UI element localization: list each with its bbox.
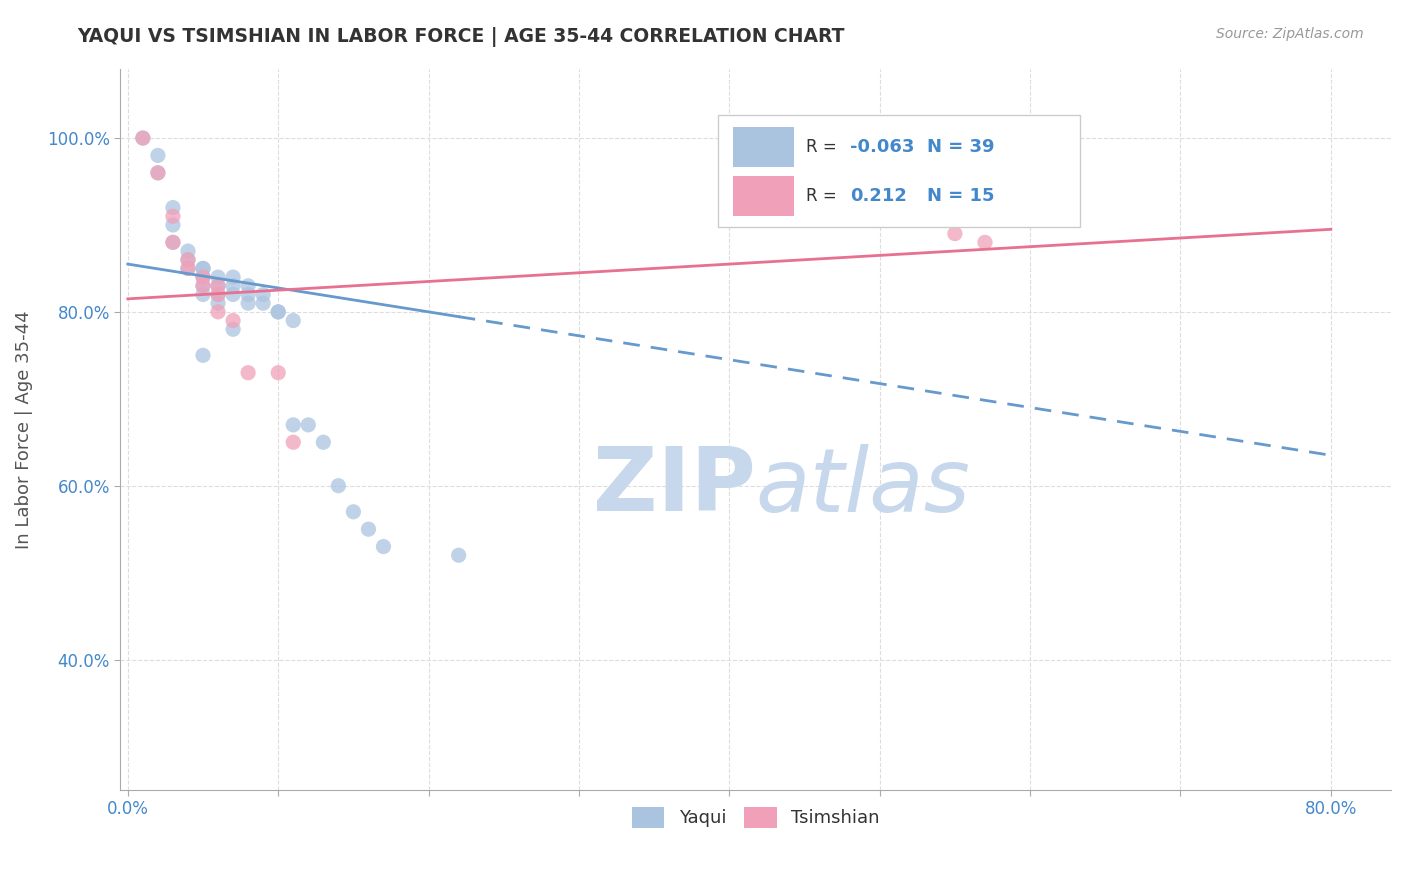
- Text: N = 15: N = 15: [927, 187, 994, 205]
- Point: [236, 296, 259, 310]
- FancyBboxPatch shape: [717, 115, 1080, 227]
- Point: [222, 278, 245, 293]
- Point: [132, 131, 155, 145]
- Point: [252, 287, 274, 301]
- Point: [357, 522, 380, 536]
- Y-axis label: In Labor Force | Age 35-44: In Labor Force | Age 35-44: [15, 310, 32, 549]
- Text: Source: ZipAtlas.com: Source: ZipAtlas.com: [1216, 27, 1364, 41]
- Point: [177, 252, 200, 267]
- Point: [252, 296, 274, 310]
- Point: [312, 435, 335, 450]
- Text: ZIP: ZIP: [593, 443, 755, 531]
- Point: [162, 218, 184, 232]
- Point: [146, 166, 169, 180]
- Point: [207, 278, 229, 293]
- Text: R =: R =: [807, 187, 842, 205]
- Point: [177, 261, 200, 276]
- Bar: [733, 176, 794, 216]
- Point: [943, 227, 966, 241]
- Text: atlas: atlas: [755, 444, 970, 530]
- Point: [146, 148, 169, 162]
- Point: [283, 417, 305, 432]
- Point: [177, 252, 200, 267]
- Point: [267, 305, 290, 319]
- Point: [222, 287, 245, 301]
- Point: [191, 261, 214, 276]
- Point: [207, 270, 229, 285]
- Point: [328, 479, 350, 493]
- Point: [222, 322, 245, 336]
- Point: [207, 305, 229, 319]
- Point: [191, 270, 214, 285]
- Point: [267, 305, 290, 319]
- Point: [191, 278, 214, 293]
- Text: R =: R =: [807, 137, 842, 156]
- Text: 0.212: 0.212: [849, 187, 907, 205]
- Point: [236, 366, 259, 380]
- Point: [191, 278, 214, 293]
- Point: [342, 505, 364, 519]
- Point: [191, 348, 214, 362]
- Point: [373, 540, 395, 554]
- Point: [236, 278, 259, 293]
- Point: [191, 261, 214, 276]
- Point: [267, 366, 290, 380]
- Point: [297, 417, 319, 432]
- Point: [974, 235, 997, 250]
- Point: [222, 270, 245, 285]
- Point: [146, 166, 169, 180]
- Point: [177, 261, 200, 276]
- Point: [207, 278, 229, 293]
- Point: [162, 209, 184, 223]
- Point: [222, 313, 245, 327]
- Point: [283, 313, 305, 327]
- Point: [236, 287, 259, 301]
- Point: [177, 244, 200, 258]
- Point: [207, 287, 229, 301]
- Point: [191, 270, 214, 285]
- Bar: [733, 127, 794, 167]
- Point: [162, 201, 184, 215]
- Point: [162, 235, 184, 250]
- Text: N = 39: N = 39: [927, 137, 994, 156]
- Text: YAQUI VS TSIMSHIAN IN LABOR FORCE | AGE 35-44 CORRELATION CHART: YAQUI VS TSIMSHIAN IN LABOR FORCE | AGE …: [77, 27, 845, 46]
- Point: [132, 131, 155, 145]
- Text: -0.063: -0.063: [849, 137, 914, 156]
- Point: [283, 435, 305, 450]
- Point: [162, 235, 184, 250]
- Point: [207, 296, 229, 310]
- Point: [191, 287, 214, 301]
- Point: [207, 287, 229, 301]
- Legend: Yaqui, Tsimshian: Yaqui, Tsimshian: [624, 800, 887, 835]
- Point: [447, 548, 470, 562]
